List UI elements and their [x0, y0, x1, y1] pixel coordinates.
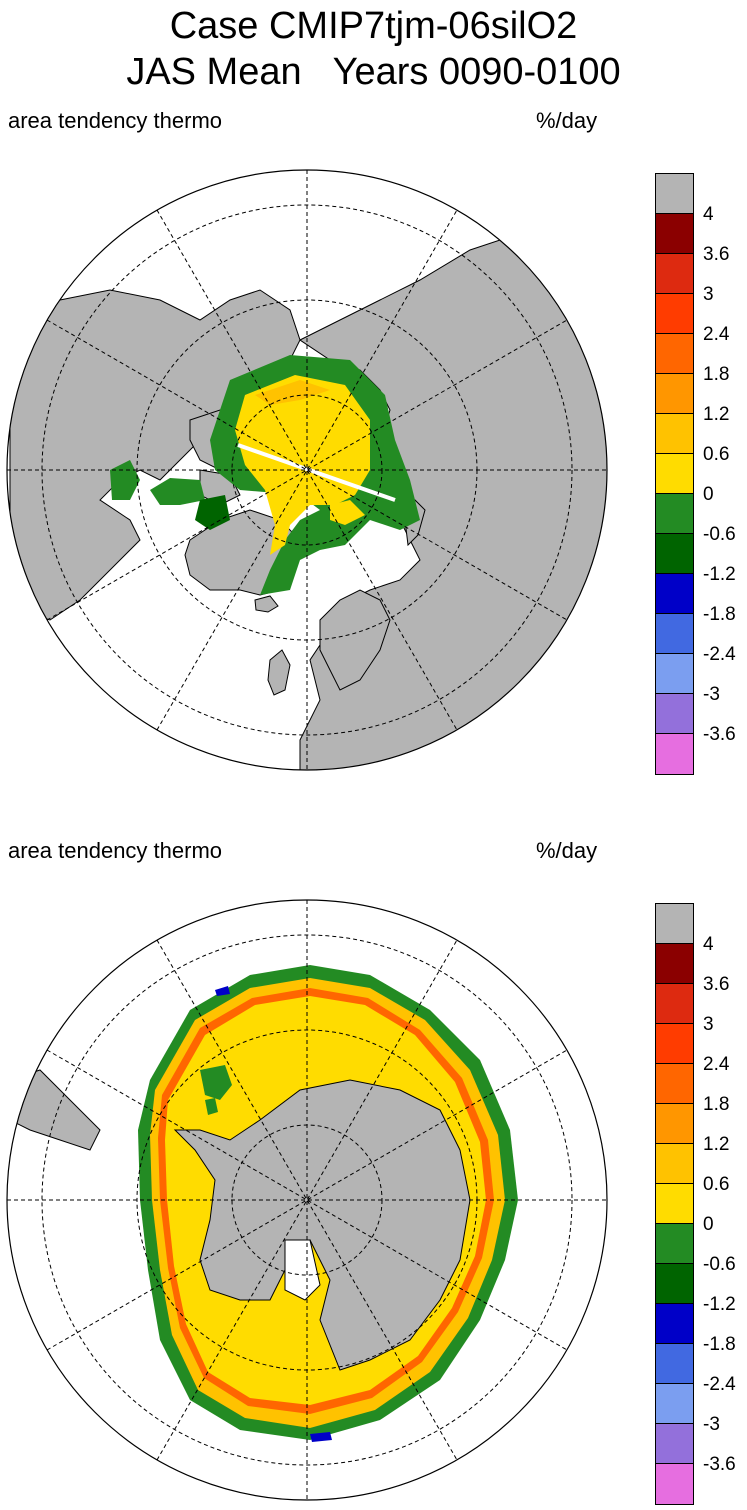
north-colorbar	[655, 173, 694, 775]
south-colorbar-tick: 1.8	[703, 1094, 730, 1115]
colorbar-swatch	[656, 1464, 693, 1504]
north-variable-label: area tendency thermo	[8, 108, 223, 133]
south-colorbar-tick: 0.6	[703, 1174, 730, 1195]
colorbar-swatch	[656, 334, 693, 374]
colorbar-swatch	[656, 734, 693, 774]
south-colorbar-tick: 3	[703, 1014, 714, 1035]
colorbar-swatch	[656, 1384, 693, 1424]
south-colorbar	[655, 903, 694, 1505]
title-line-1: Case CMIP7tjm-06silO2	[169, 5, 578, 47]
north-colorbar-tick: -1.2	[703, 564, 736, 585]
south-variable-label: area tendency thermo	[8, 838, 223, 863]
south-colorbar-tick: -3	[703, 1414, 720, 1435]
north-land-north-america	[9, 289, 301, 621]
south-colorbar-tick: -0.6	[703, 1254, 736, 1275]
south-colorbar-tick: -3.6	[703, 1454, 736, 1475]
south-colorbar-tick: 0	[703, 1214, 714, 1235]
colorbar-swatch	[656, 1424, 693, 1464]
colorbar-swatch	[656, 1304, 693, 1344]
north-land-scandinavia	[319, 589, 391, 691]
north-colorbar-tick: 3	[703, 284, 714, 305]
title-line-2: JAS Mean Years 0090-0100	[126, 51, 621, 93]
colorbar-swatch	[656, 174, 693, 214]
colorbar-swatch	[656, 254, 693, 294]
colorbar-swatch	[656, 654, 693, 694]
colorbar-swatch	[656, 534, 693, 574]
colorbar-swatch	[656, 374, 693, 414]
colorbar-swatch	[656, 694, 693, 734]
colorbar-swatch	[656, 944, 693, 984]
south-colorbar-tick: -2.4	[703, 1374, 736, 1395]
north-colorbar-tick: 3.6	[703, 244, 730, 265]
colorbar-swatch	[656, 984, 693, 1024]
south-colorbar-tick: 2.4	[703, 1054, 730, 1075]
colorbar-swatch	[656, 1224, 693, 1264]
colorbar-swatch	[656, 1344, 693, 1384]
colorbar-swatch	[656, 494, 693, 534]
colorbar-swatch	[656, 1184, 693, 1224]
colorbar-swatch	[656, 454, 693, 494]
north-colorbar-tick: -2.4	[703, 644, 736, 665]
colorbar-swatch	[656, 1064, 693, 1104]
north-colorbar-tick: -1.8	[703, 604, 736, 625]
south-land-antarctica	[173, 1079, 471, 1371]
colorbar-swatch	[656, 614, 693, 654]
north-colorbar-tick: 0	[703, 484, 714, 505]
south-colorbar-tick: 4	[703, 934, 714, 955]
north-colorbar-tick: -3	[703, 684, 720, 705]
north-units-label: %/day	[536, 108, 598, 133]
colorbar-swatch	[656, 294, 693, 334]
colorbar-swatch	[656, 214, 693, 254]
colorbar-swatch	[656, 904, 693, 944]
colorbar-swatch	[656, 574, 693, 614]
north-colorbar-tick: 2.4	[703, 324, 730, 345]
south-units-label: %/day	[536, 838, 598, 863]
north-colorbar-tick: 0.6	[703, 444, 730, 465]
north-colorbar-tick: 4	[703, 204, 714, 225]
colorbar-swatch	[656, 1144, 693, 1184]
south-colorbar-tick: -1.8	[703, 1334, 736, 1355]
south-land-south-america	[9, 1069, 101, 1151]
colorbar-swatch	[656, 1104, 693, 1144]
south-colorbar-tick: 1.2	[703, 1134, 730, 1155]
south-colorbar-tick: 3.6	[703, 974, 730, 995]
north-transect-line	[237, 443, 396, 502]
colorbar-swatch	[656, 414, 693, 454]
north-colorbar-tick: -0.6	[703, 524, 736, 545]
north-colorbar-tick: 1.8	[703, 364, 730, 385]
north-colorbar-tick: 1.2	[703, 404, 730, 425]
north-colorbar-tick: -3.6	[703, 724, 736, 745]
colorbar-swatch	[656, 1024, 693, 1064]
south-colorbar-tick: -1.2	[703, 1294, 736, 1315]
colorbar-swatch	[656, 1264, 693, 1304]
